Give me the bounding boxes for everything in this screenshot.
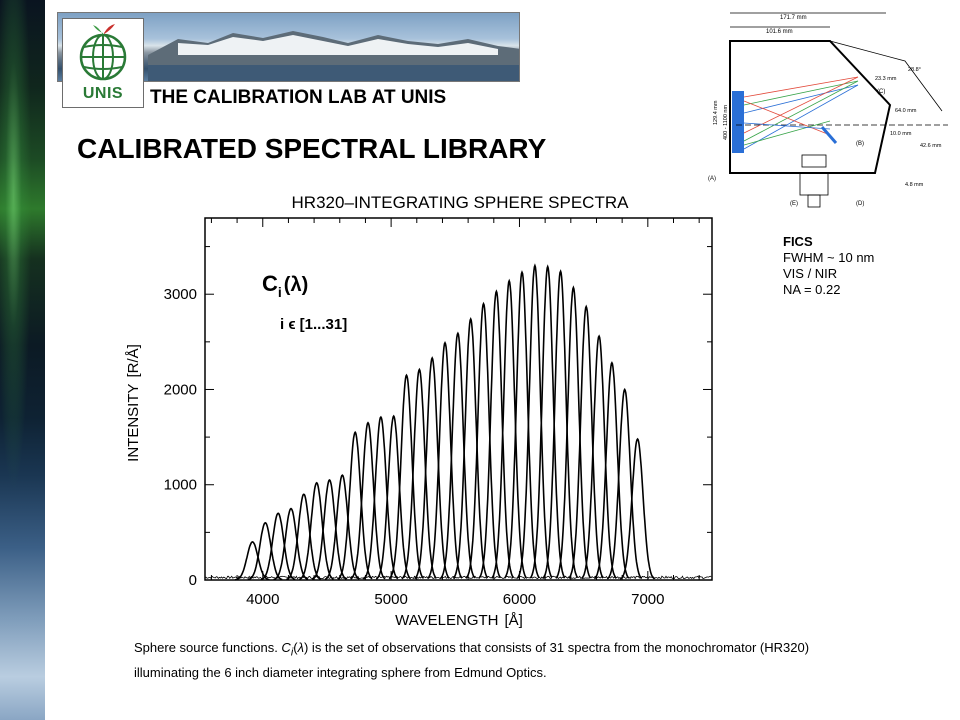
spectrum-peak-22 <box>503 270 540 579</box>
spectrum-peak-25 <box>542 269 579 579</box>
spectrum-peak-26 <box>555 285 591 579</box>
x-axis-ticks: 4000 5000 6000 7000 <box>210 218 700 608</box>
dim-label: 64.0 mm <box>895 108 917 114</box>
x-axis-label: WAVELENGTH [Å] <box>395 612 523 629</box>
logo-text: UNIS <box>82 85 124 102</box>
spectrum-peak-12 <box>375 414 412 580</box>
caption-symbol-close: ) <box>303 640 309 655</box>
y-axis-label-unit: [R/Å] <box>125 344 142 377</box>
spectra-chart: HR320–INTEGRATING SPHERE SPECTRA 0 1000 20… <box>125 193 713 629</box>
y-tick-label: 3000 <box>164 286 197 303</box>
caption-symbol: Ci <box>281 640 293 659</box>
dim-label: 28.8° <box>908 67 921 73</box>
spectrum-peak-3 <box>260 512 296 581</box>
spectrum-peak-7 <box>311 478 347 581</box>
y-tick-label: 1000 <box>164 477 197 494</box>
y-axis-label-text: INTENSITY <box>125 384 142 462</box>
y-axis-ticks: 0 1000 2000 3000 <box>164 246 712 589</box>
figure-caption: Sphere source functions. Ci(λ) is the se… <box>134 638 854 682</box>
caption-pre: Sphere source functions. <box>134 640 282 655</box>
mountain-landscape-image <box>148 31 519 81</box>
part-label: (A) <box>708 176 716 182</box>
spectrum-peak-18 <box>452 316 489 579</box>
caption-symbol-arg: ( <box>293 640 298 655</box>
spectrum-peak-14 <box>401 367 437 580</box>
caption-symbol-sub: i <box>290 646 294 659</box>
annotation-arg: (λ) <box>284 274 308 296</box>
dim-label: 129.4 mm <box>713 100 719 125</box>
page-title: CALIBRATED SPECTRAL LIBRARY <box>77 133 547 164</box>
spectrum-peak-5 <box>286 493 322 581</box>
dim-label: 101.6 mm <box>766 29 793 35</box>
spectrum-peak-28 <box>581 334 617 580</box>
part-label: (C) <box>877 89 885 95</box>
part-label: (D) <box>856 201 864 207</box>
x-tick-label: 5000 <box>374 591 407 608</box>
spectrum-peak-4 <box>273 507 309 581</box>
fics-spec-line: VIS / NIR <box>783 266 838 281</box>
spectra-peaks <box>234 263 655 581</box>
dim-label: 400 - 1100 nm <box>723 105 729 140</box>
spectrum-peak-1 <box>234 541 270 581</box>
unis-logo: UNIS <box>62 18 144 108</box>
spectrum-peak-21 <box>491 278 527 579</box>
spectrum-peak-13 <box>388 373 425 580</box>
lab-title: THE CALIBRATION LAB AT UNIS <box>150 87 447 108</box>
x-tick-label: 6000 <box>503 591 536 608</box>
fics-title: FICS <box>783 234 813 249</box>
x-tick-label: 7000 <box>631 591 664 608</box>
part-label: (E) <box>790 201 798 207</box>
fics-specs: FICS FWHM ~ 10 nm VIS / NIR NA = 0.22 <box>783 234 874 298</box>
spectrum-peak-2 <box>247 521 283 581</box>
spectrum-peak-17 <box>439 331 476 580</box>
plot-frame <box>204 217 713 581</box>
x-axis-label-unit: [Å] <box>505 612 523 629</box>
spectrum-peak-10 <box>350 421 386 580</box>
y-tick-label: 2000 <box>164 381 197 398</box>
annotation-sub: i <box>278 284 282 300</box>
fics-schematic-diagram: 171.7 mm 101.6 mm 23.3 mm 28.8° 64.0 mm … <box>708 12 948 208</box>
spectrum-peak-15 <box>414 356 450 580</box>
chart-title: HR320–INTEGRATING SPHERE SPECTRA <box>292 193 630 212</box>
spectrum-peak-8 <box>324 474 360 581</box>
spectrum-peak-27 <box>568 304 604 579</box>
spectrum-peak-31 <box>619 437 655 580</box>
x-tick-label: 4000 <box>246 591 279 608</box>
spectrum-peak-11 <box>362 415 399 580</box>
annotation-symbol: Ci (λ) <box>262 271 308 300</box>
spectrum-peak-9 <box>337 430 373 580</box>
fics-spec-line: NA = 0.22 <box>783 282 841 297</box>
annotation-range: i ϵ [1...31] <box>280 316 347 333</box>
dim-label: 42.6 mm <box>920 143 942 149</box>
annotation-main: C <box>262 271 278 296</box>
y-axis-label: INTENSITY [R/Å] <box>125 344 142 462</box>
spectrum-peak-20 <box>478 289 514 579</box>
spectrum-peak-30 <box>606 387 643 580</box>
caption-symbol-main: C <box>281 640 291 655</box>
spectrum-peak-16 <box>427 340 463 580</box>
part-label: (B) <box>856 141 864 147</box>
y-tick-label: 0 <box>189 572 197 589</box>
spectrum-peak-23 <box>516 263 553 579</box>
spectrum-peak-29 <box>593 361 630 580</box>
spectrum-peak-6 <box>298 481 334 581</box>
spectrum-peak-24 <box>529 264 566 579</box>
globe-icon <box>79 24 127 81</box>
aurora-side-strip <box>0 0 45 720</box>
spectrum-peak-19 <box>465 301 502 579</box>
caption-lambda: λ <box>297 640 304 655</box>
caption-post: is the set of observations that consists… <box>134 640 810 680</box>
x-axis-label-text: WAVELENGTH <box>395 612 498 629</box>
dim-label: 23.3 mm <box>875 76 897 82</box>
dim-label: 171.7 mm <box>780 15 807 21</box>
dim-label: 4.8 mm <box>905 182 924 188</box>
dim-label: 10.0 mm <box>890 131 912 137</box>
fics-spec-line: FWHM ~ 10 nm <box>783 250 875 265</box>
